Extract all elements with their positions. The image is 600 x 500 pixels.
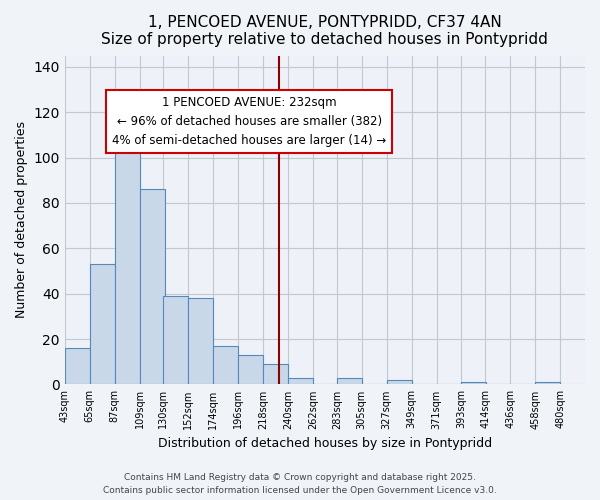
- Bar: [263, 364, 288, 384]
- Bar: [461, 382, 487, 384]
- Bar: [386, 380, 412, 384]
- Bar: [238, 355, 263, 384]
- X-axis label: Distribution of detached houses by size in Pontypridd: Distribution of detached houses by size …: [158, 437, 492, 450]
- Bar: [163, 296, 188, 384]
- Title: 1, PENCOED AVENUE, PONTYPRIDD, CF37 4AN
Size of property relative to detached ho: 1, PENCOED AVENUE, PONTYPRIDD, CF37 4AN …: [101, 15, 548, 48]
- Y-axis label: Number of detached properties: Number of detached properties: [15, 122, 28, 318]
- Bar: [140, 190, 164, 384]
- Bar: [535, 382, 560, 384]
- Bar: [115, 124, 140, 384]
- Bar: [213, 346, 238, 385]
- Bar: [337, 378, 362, 384]
- Text: Contains HM Land Registry data © Crown copyright and database right 2025.
Contai: Contains HM Land Registry data © Crown c…: [103, 474, 497, 495]
- Bar: [90, 264, 115, 384]
- Bar: [188, 298, 213, 384]
- Bar: [288, 378, 313, 384]
- Text: 1 PENCOED AVENUE: 232sqm
← 96% of detached houses are smaller (382)
4% of semi-d: 1 PENCOED AVENUE: 232sqm ← 96% of detach…: [112, 96, 386, 147]
- Bar: [65, 348, 90, 385]
